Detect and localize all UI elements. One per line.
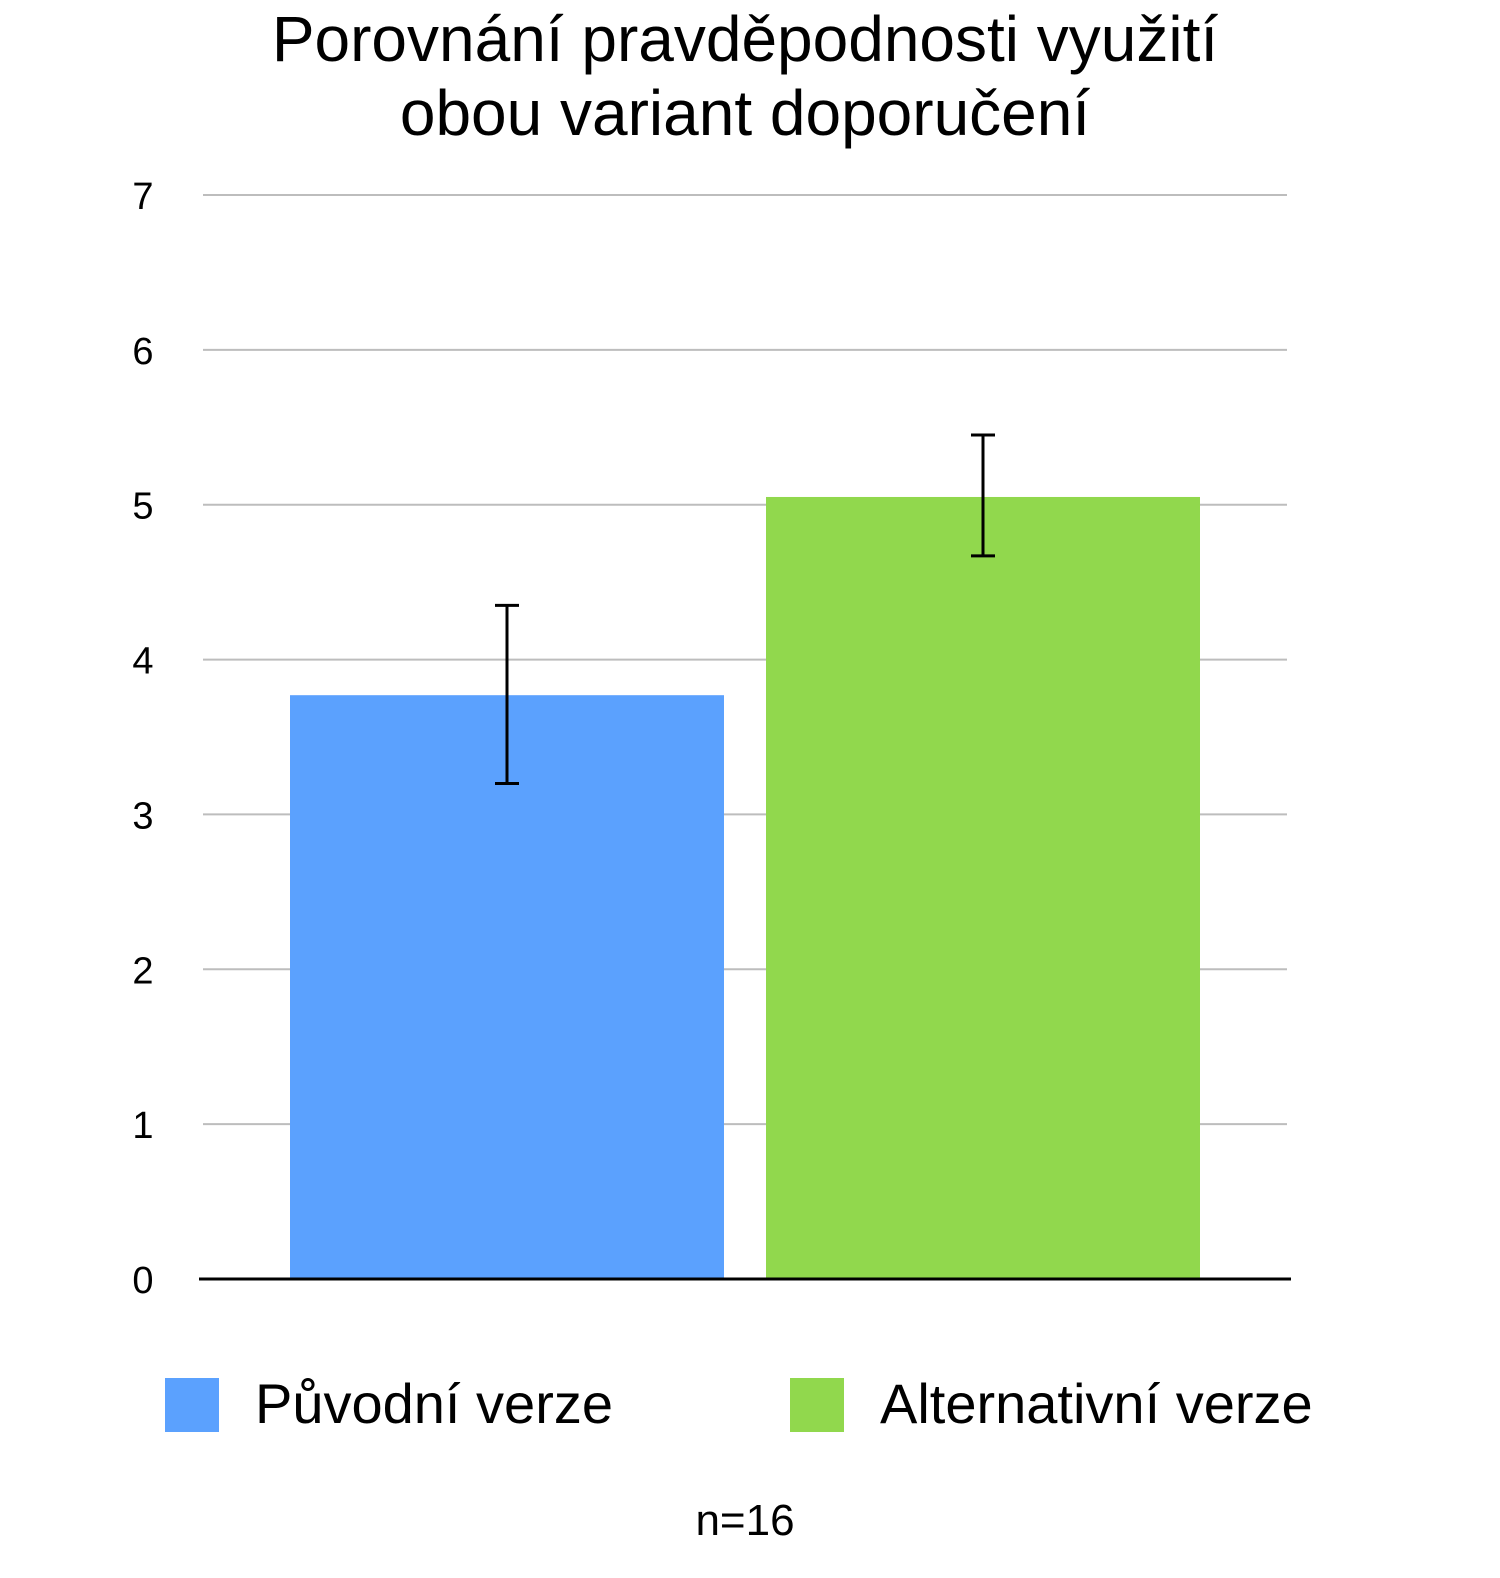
legend-label-alternativni: Alternativní verze <box>880 1372 1313 1435</box>
bar-alternativni <box>766 496 1200 1279</box>
legend: Původní verze Alternativní verze <box>0 1372 1500 1436</box>
error-bars <box>495 433 995 785</box>
chart-title-line-1: Porovnání pravděpodnosti využití <box>271 3 1219 75</box>
bar-chart-plot: 0 1 2 3 4 5 6 7 <box>132 176 1291 1302</box>
legend-swatch-alternativni <box>790 1378 844 1432</box>
y-tick-label-6: 6 <box>132 331 153 373</box>
y-tick-label-0: 0 <box>132 1260 153 1302</box>
bars <box>290 496 1200 1279</box>
y-tick-label-5: 5 <box>132 486 153 528</box>
legend-swatch-puvodni <box>165 1378 219 1432</box>
error-bar-alternativni <box>971 433 995 558</box>
legend-label-puvodni: Původní verze <box>255 1372 613 1435</box>
error-bar-puvodni <box>495 603 519 785</box>
y-tick-label-1: 1 <box>132 1105 153 1147</box>
y-axis-tick-labels: 0 1 2 3 4 5 6 7 <box>132 176 153 1302</box>
y-tick-label-7: 7 <box>132 176 153 218</box>
y-tick-label-3: 3 <box>132 795 153 837</box>
y-tick-label-2: 2 <box>132 950 153 992</box>
sample-size-note: n=16 <box>695 1496 795 1545</box>
bar-puvodni <box>290 695 724 1279</box>
y-tick-label-4: 4 <box>132 641 153 683</box>
chart-title: Porovnání pravděpodnosti využití obou va… <box>0 2 1490 150</box>
chart-title-line-2: obou variant doporučení <box>399 77 1091 149</box>
